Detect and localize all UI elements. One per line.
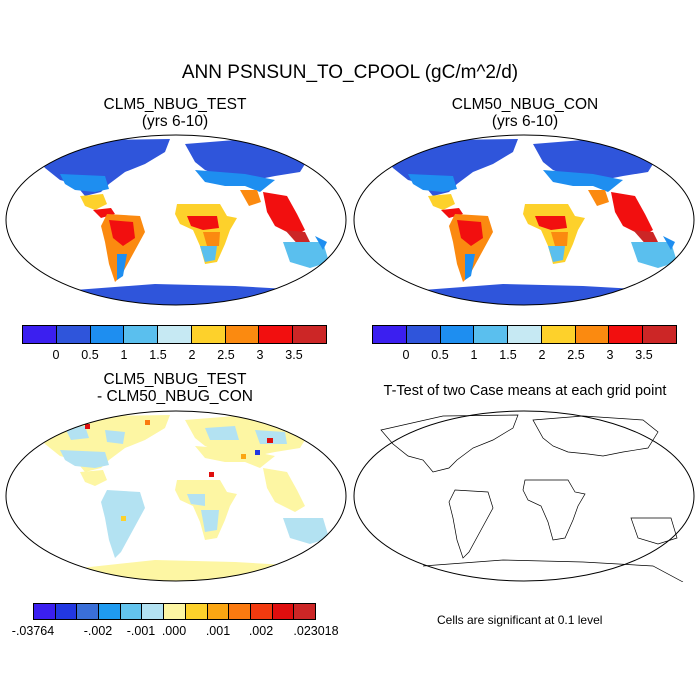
ttest-panel-title: T-Test of two Case means at each grid po…	[383, 383, 667, 399]
diff-colorbar-label: .002	[248, 624, 274, 638]
control-map-shading	[381, 139, 683, 305]
control-colorbar-swatch	[440, 326, 475, 343]
control-colorbar-swatch	[643, 326, 677, 343]
test-colorbar	[22, 325, 327, 344]
test-colorbar-label: 3.5	[285, 348, 303, 362]
diff-colorbar-label: -.001	[126, 624, 156, 638]
control-colorbar-label: 1	[470, 348, 478, 362]
diff-colorbar-swatch	[99, 604, 121, 619]
diff-colorbar-swatch	[272, 604, 295, 619]
control-colorbar-swatch	[373, 326, 407, 343]
diff-colorbar-swatch	[185, 604, 208, 619]
ttest-map-coastlines	[380, 414, 684, 582]
control-colorbar-label: 2.5	[567, 348, 585, 362]
control-colorbar-label: 3	[606, 348, 614, 362]
test-colorbar-label: 1	[120, 348, 128, 362]
test-colorbar-label: 0	[52, 348, 60, 362]
diff-colorbar-swatch	[207, 604, 230, 619]
diff-colorbar-swatch	[250, 604, 273, 619]
test-colorbar-swatch	[259, 326, 294, 343]
test-map-shading	[33, 139, 335, 305]
diff-colorbar	[33, 603, 316, 620]
test-colorbar-swatch	[56, 326, 91, 343]
diff-colorbar-swatch	[120, 604, 143, 619]
control-colorbar-swatch	[474, 326, 509, 343]
diff-colorbar-swatch	[77, 604, 100, 619]
diff-colorbar-label: .023018	[293, 624, 339, 638]
test-colorbar-swatch	[124, 326, 159, 343]
diff-colorbar-swatch	[294, 604, 315, 619]
control-colorbar-label: 1.5	[499, 348, 517, 362]
test-panel-case-name: CLM5_NBUG_TEST	[103, 96, 247, 113]
control-panel-years: (yrs 6-10)	[491, 113, 559, 130]
diff-colorbar-swatch	[55, 604, 78, 619]
diff-colorbar-swatch	[34, 604, 56, 619]
diff-panel-subtracted-case: - CLM50_NBUG_CON	[97, 388, 253, 405]
diff-map	[5, 410, 347, 582]
test-colorbar-swatch	[191, 326, 226, 343]
diff-panel-case-name: CLM5_NBUG_TEST	[103, 371, 247, 388]
diff-map-shading	[15, 415, 335, 581]
control-colorbar-swatch	[508, 326, 542, 343]
diff-panel-title: CLM5_NBUG_TEST - CLM50_NBUG_CON	[55, 371, 295, 405]
control-colorbar	[372, 325, 677, 344]
control-panel-case-name: CLM50_NBUG_CON	[451, 96, 599, 113]
control-colorbar-label: 0.5	[431, 348, 449, 362]
control-colorbar-swatch	[406, 326, 441, 343]
control-colorbar-label: 0	[402, 348, 410, 362]
control-colorbar-swatch	[609, 326, 644, 343]
ttest-map	[353, 410, 695, 582]
test-colorbar-swatch	[225, 326, 260, 343]
test-colorbar-swatch	[23, 326, 57, 343]
test-colorbar-swatch	[90, 326, 125, 343]
control-colorbar-label: 2	[538, 348, 546, 362]
diff-colorbar-label: -.03764	[11, 624, 55, 638]
test-colorbar-swatch	[158, 326, 192, 343]
diff-colorbar-swatch	[229, 604, 251, 619]
test-colorbar-swatch	[293, 326, 327, 343]
control-panel-title: CLM50_NBUG_CON (yrs 6-10)	[405, 96, 645, 130]
test-colorbar-label: 0.5	[81, 348, 99, 362]
test-colorbar-label: 1.5	[149, 348, 167, 362]
control-colorbar-swatch	[541, 326, 576, 343]
diff-colorbar-label: .001	[205, 624, 231, 638]
diff-colorbar-swatch	[142, 604, 165, 619]
significance-note: Cells are significant at 0.1 level	[437, 613, 603, 627]
control-map	[353, 134, 695, 306]
control-colorbar-swatch	[575, 326, 610, 343]
figure-title: ANN PSNSUN_TO_CPOOL (gC/m^2/d)	[181, 62, 519, 83]
control-colorbar-label: 3.5	[635, 348, 653, 362]
test-panel-years: (yrs 6-10)	[141, 113, 209, 130]
diff-colorbar-label: .000	[161, 624, 187, 638]
test-colorbar-label: 3	[256, 348, 264, 362]
diff-colorbar-label: -.002	[83, 624, 113, 638]
test-map	[5, 134, 347, 306]
test-colorbar-label: 2.5	[217, 348, 235, 362]
test-colorbar-label: 2	[188, 348, 196, 362]
test-panel-title: CLM5_NBUG_TEST (yrs 6-10)	[55, 96, 295, 130]
diff-colorbar-swatch	[164, 604, 186, 619]
